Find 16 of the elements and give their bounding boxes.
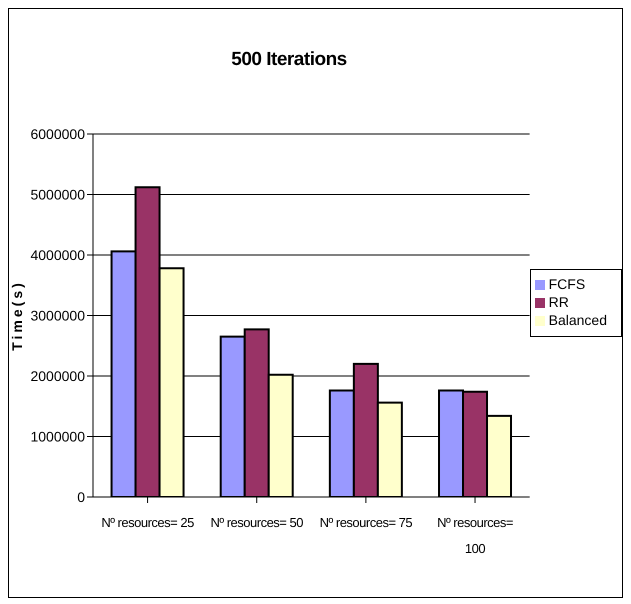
x-tick-label: Nº resources= 50 <box>210 515 304 530</box>
y-axis-title: Time(s) <box>8 280 25 351</box>
y-tick-label: 0 <box>77 488 86 505</box>
x-tick-label: Nº resources= 100 <box>437 515 513 556</box>
y-tick-label: 2000000 <box>30 368 86 384</box>
y-tick-label: 1000000 <box>30 428 86 444</box>
x-tick-label: Nº resources= 75 <box>320 515 412 530</box>
y-tick-label: 4000000 <box>30 246 86 263</box>
chart-title: 500 Iterations <box>230 49 348 71</box>
y-tick-label: 5000000 <box>30 186 86 202</box>
x-tick-label: Nº resources= 25 <box>101 515 194 530</box>
y-tick-label: 6000000 <box>30 126 86 142</box>
legend-label: RR <box>548 294 569 310</box>
y-tick-label: 3000000 <box>30 307 86 324</box>
legend-label: Balanced <box>548 312 607 328</box>
legend-label: FCFS <box>548 276 586 292</box>
